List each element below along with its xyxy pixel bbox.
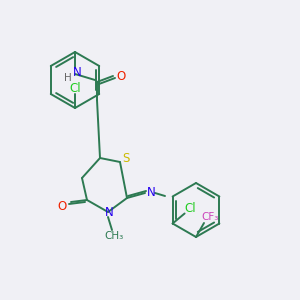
Text: N: N <box>147 185 155 199</box>
Text: Cl: Cl <box>69 82 81 95</box>
Text: H: H <box>64 73 72 83</box>
Text: O: O <box>116 70 126 83</box>
Text: N: N <box>105 206 113 220</box>
Text: S: S <box>122 152 130 164</box>
Text: CH₃: CH₃ <box>104 231 124 241</box>
Text: O: O <box>57 200 67 212</box>
Text: N: N <box>73 65 81 79</box>
Text: CF₃: CF₃ <box>201 212 219 222</box>
Text: Cl: Cl <box>185 202 197 215</box>
